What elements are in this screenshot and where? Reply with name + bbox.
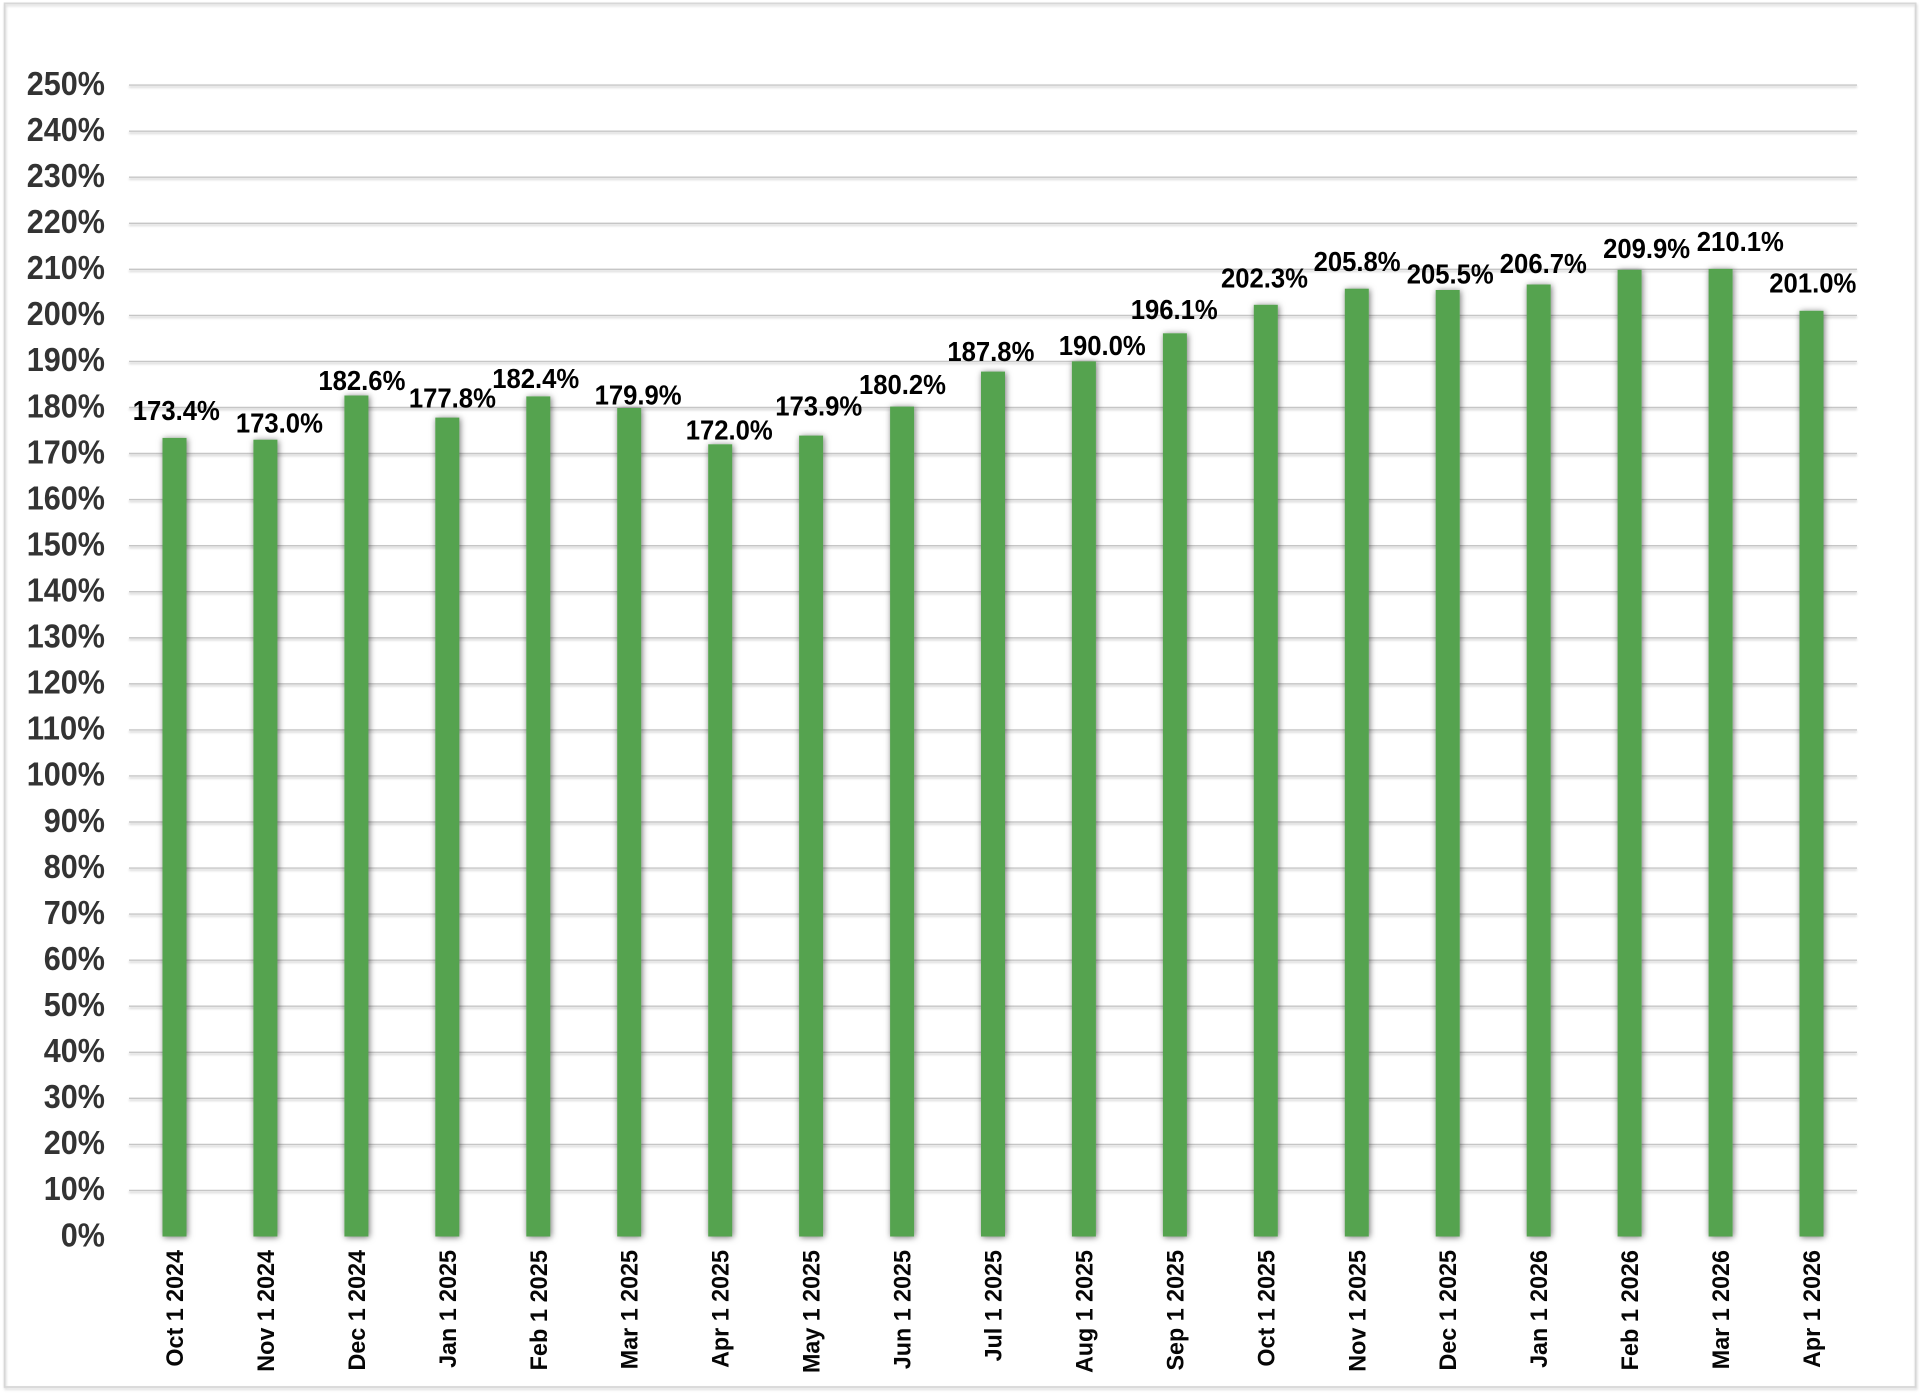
svg-text:120%: 120% <box>27 664 105 701</box>
svg-text:May 1 2025: May 1 2025 <box>799 1250 826 1373</box>
svg-text:170%: 170% <box>27 433 105 470</box>
svg-text:180%: 180% <box>27 387 105 424</box>
svg-text:240%: 240% <box>27 111 105 148</box>
svg-text:60%: 60% <box>44 940 105 977</box>
svg-text:205.8%: 205.8% <box>1314 245 1401 277</box>
svg-text:173.0%: 173.0% <box>236 406 323 438</box>
svg-text:Dec 1 2024: Dec 1 2024 <box>344 1250 371 1371</box>
svg-text:150%: 150% <box>27 526 105 563</box>
svg-text:0%: 0% <box>61 1216 105 1253</box>
svg-text:190%: 190% <box>27 341 105 378</box>
svg-text:Mar 1 2026: Mar 1 2026 <box>1708 1250 1735 1369</box>
svg-text:200%: 200% <box>27 295 105 332</box>
svg-text:20%: 20% <box>44 1124 105 1161</box>
svg-text:Aug 1 2025: Aug 1 2025 <box>1071 1250 1098 1373</box>
svg-text:Apr 1 2025: Apr 1 2025 <box>708 1250 735 1368</box>
svg-text:180.2%: 180.2% <box>859 368 946 400</box>
svg-text:Jun 1 2025: Jun 1 2025 <box>890 1250 917 1369</box>
svg-text:220%: 220% <box>27 203 105 240</box>
svg-text:206.7%: 206.7% <box>1500 247 1587 279</box>
svg-text:70%: 70% <box>44 894 105 931</box>
svg-text:90%: 90% <box>44 802 105 839</box>
svg-text:140%: 140% <box>27 572 105 609</box>
svg-text:Mar 1 2025: Mar 1 2025 <box>617 1250 644 1369</box>
svg-text:Dec 1 2025: Dec 1 2025 <box>1435 1250 1462 1371</box>
svg-text:182.6%: 182.6% <box>318 364 405 396</box>
svg-text:Oct 1 2024: Oct 1 2024 <box>162 1250 189 1367</box>
svg-text:50%: 50% <box>44 986 105 1023</box>
svg-text:30%: 30% <box>44 1078 105 1115</box>
svg-text:110%: 110% <box>27 710 105 747</box>
svg-text:201.0%: 201.0% <box>1769 266 1856 298</box>
svg-text:Apr 1 2026: Apr 1 2026 <box>1799 1250 1826 1368</box>
svg-text:190.0%: 190.0% <box>1059 329 1146 361</box>
svg-text:Nov 1 2025: Nov 1 2025 <box>1344 1250 1371 1372</box>
svg-text:196.1%: 196.1% <box>1131 293 1218 325</box>
svg-text:187.8%: 187.8% <box>947 335 1034 367</box>
svg-text:179.9%: 179.9% <box>595 379 682 411</box>
svg-text:172.0%: 172.0% <box>686 414 773 446</box>
svg-text:Feb 1 2025: Feb 1 2025 <box>526 1250 553 1371</box>
svg-text:230%: 230% <box>27 157 105 194</box>
svg-text:130%: 130% <box>27 618 105 655</box>
svg-text:Oct 1 2025: Oct 1 2025 <box>1253 1250 1280 1367</box>
svg-text:Sep 1 2025: Sep 1 2025 <box>1162 1250 1189 1371</box>
svg-text:210%: 210% <box>27 249 105 286</box>
svg-text:205.5%: 205.5% <box>1407 257 1494 289</box>
svg-text:10%: 10% <box>44 1170 105 1207</box>
svg-text:210.1%: 210.1% <box>1697 225 1784 257</box>
svg-text:177.8%: 177.8% <box>409 382 496 414</box>
svg-text:Feb 1 2026: Feb 1 2026 <box>1617 1250 1644 1371</box>
svg-text:209.9%: 209.9% <box>1603 232 1690 264</box>
svg-text:Jan 1 2025: Jan 1 2025 <box>435 1250 462 1368</box>
svg-text:202.3%: 202.3% <box>1221 262 1308 294</box>
svg-text:40%: 40% <box>44 1032 105 1069</box>
svg-text:250%: 250% <box>27 65 105 102</box>
svg-text:Nov 1 2024: Nov 1 2024 <box>253 1250 280 1372</box>
svg-text:Jan 1 2026: Jan 1 2026 <box>1526 1250 1553 1368</box>
svg-text:160%: 160% <box>27 479 105 516</box>
svg-text:173.4%: 173.4% <box>133 394 220 426</box>
svg-text:80%: 80% <box>44 848 105 885</box>
svg-text:182.4%: 182.4% <box>492 362 579 394</box>
svg-text:Jul 1 2025: Jul 1 2025 <box>981 1250 1008 1361</box>
svg-text:173.9%: 173.9% <box>775 390 862 422</box>
svg-text:100%: 100% <box>27 756 105 793</box>
